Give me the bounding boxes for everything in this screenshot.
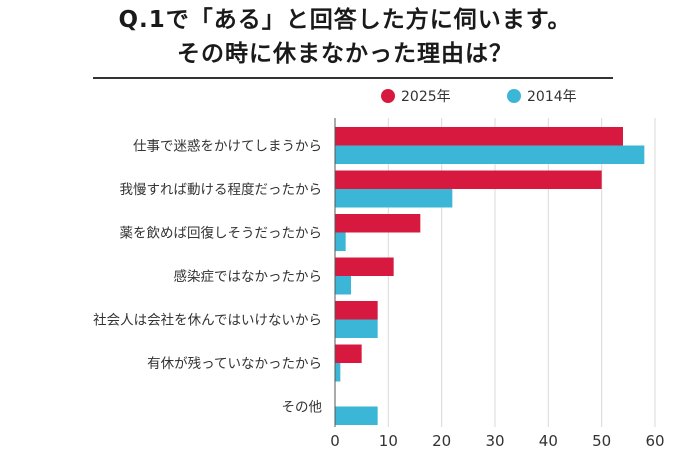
category-label: 仕事で迷惑をかけてしまうから xyxy=(133,139,322,155)
bar-series2 xyxy=(335,319,378,338)
category-label: 我慢すれば動ける程度だったから xyxy=(120,181,323,198)
x-tick-label: 10 xyxy=(379,432,398,450)
bar-series2 xyxy=(335,363,341,382)
x-tick-label: 50 xyxy=(592,432,611,450)
category-label: その他 xyxy=(282,400,323,416)
bar-series1 xyxy=(335,170,602,189)
category-label: 感染症ではなかったから xyxy=(174,268,323,285)
bar-series1 xyxy=(335,344,362,363)
legend-marker xyxy=(381,89,395,103)
bar-series1 xyxy=(335,301,378,320)
category-label: 社会人は会社を休んではいけないから xyxy=(93,313,322,329)
x-tick-label: 60 xyxy=(645,432,664,450)
title-underline xyxy=(93,77,613,79)
bar-series2 xyxy=(335,145,645,164)
x-tick-label: 30 xyxy=(485,432,504,450)
bar-series2 xyxy=(335,232,346,251)
bar-series2 xyxy=(335,406,378,425)
category-label: 有休が残っていなかったから xyxy=(147,356,322,372)
x-tick-label: 0 xyxy=(330,432,340,450)
bar-series1 xyxy=(335,214,421,233)
legend-label: 2014年 xyxy=(527,89,577,105)
legend-label: 2025年 xyxy=(401,89,451,105)
legend-marker xyxy=(507,89,521,103)
bar-series2 xyxy=(335,189,453,208)
bar-series2 xyxy=(335,276,351,295)
bar-series1 xyxy=(335,257,394,276)
chart-title-line1: Q.1で「ある」と回答した方に伺います。 xyxy=(118,7,572,33)
bar-series1 xyxy=(335,127,623,146)
x-tick-label: 20 xyxy=(432,432,451,450)
x-tick-label: 40 xyxy=(539,432,558,450)
chart-title-line2: その時に休まなかった理由は？ xyxy=(177,41,513,67)
category-label: 薬を飲めば回復しそうだったから xyxy=(120,225,323,242)
